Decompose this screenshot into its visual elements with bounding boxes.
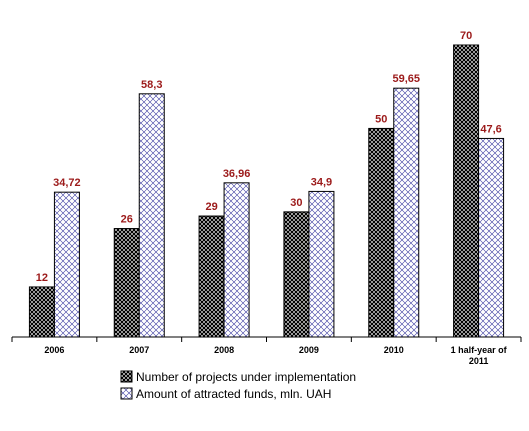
bar-funds-3 xyxy=(308,190,335,338)
data-label-projects-3: 30 xyxy=(290,197,302,209)
data-label-funds-0: 34,72 xyxy=(53,177,81,189)
bar-projects-0 xyxy=(28,286,55,338)
bar-projects-3 xyxy=(283,211,310,338)
x-tick-label: 2008 xyxy=(214,345,234,355)
legend-swatch-funds xyxy=(120,387,133,400)
x-axis: 2006 2007 2008 2009 2010 1 half-year of 2011 xyxy=(11,336,522,366)
data-label-projects-4: 50 xyxy=(375,113,387,125)
bar-funds-2 xyxy=(223,182,250,338)
bar-projects-1 xyxy=(113,228,140,338)
data-label-funds-3: 34,9 xyxy=(311,176,332,188)
legend-label-projects: Number of projects under implementation xyxy=(136,370,356,384)
x-tick-label: 2007 xyxy=(129,345,149,355)
data-label-funds-2: 36,96 xyxy=(223,168,251,180)
bar-projects-4 xyxy=(368,127,395,338)
x-tick-label: 1 half-year of 2011 xyxy=(451,345,508,366)
x-tick-label: 2010 xyxy=(384,345,404,355)
legend-swatch-projects xyxy=(120,370,133,383)
data-label-funds-1: 58,3 xyxy=(141,79,162,91)
data-label-funds-4: 59,65 xyxy=(392,73,420,85)
data-label-projects-5: 70 xyxy=(460,30,472,42)
bar-funds-0 xyxy=(53,191,80,338)
bar-funds-1 xyxy=(138,93,165,338)
data-label-projects-1: 26 xyxy=(121,214,133,226)
x-tick-label: 2006 xyxy=(44,345,64,355)
bar-projects-2 xyxy=(198,215,225,338)
bar-projects-5 xyxy=(453,44,480,338)
data-labels-layer: 12 34,72 26 58,3 29 36,96 30 34,9 50 59,65 70 47,6 xyxy=(36,30,502,284)
x-tick-label: 2009 xyxy=(299,345,319,355)
bar-funds-4 xyxy=(393,87,420,338)
data-label-projects-0: 12 xyxy=(36,272,48,284)
legend: Number of projects under implementation A… xyxy=(120,370,356,401)
data-label-projects-2: 29 xyxy=(205,201,217,213)
bars-layer xyxy=(28,44,505,338)
legend-label-funds: Amount of attracted funds, mln. UAH xyxy=(136,387,331,401)
bar-funds-5 xyxy=(478,137,505,338)
data-label-funds-5: 47,6 xyxy=(480,123,501,135)
